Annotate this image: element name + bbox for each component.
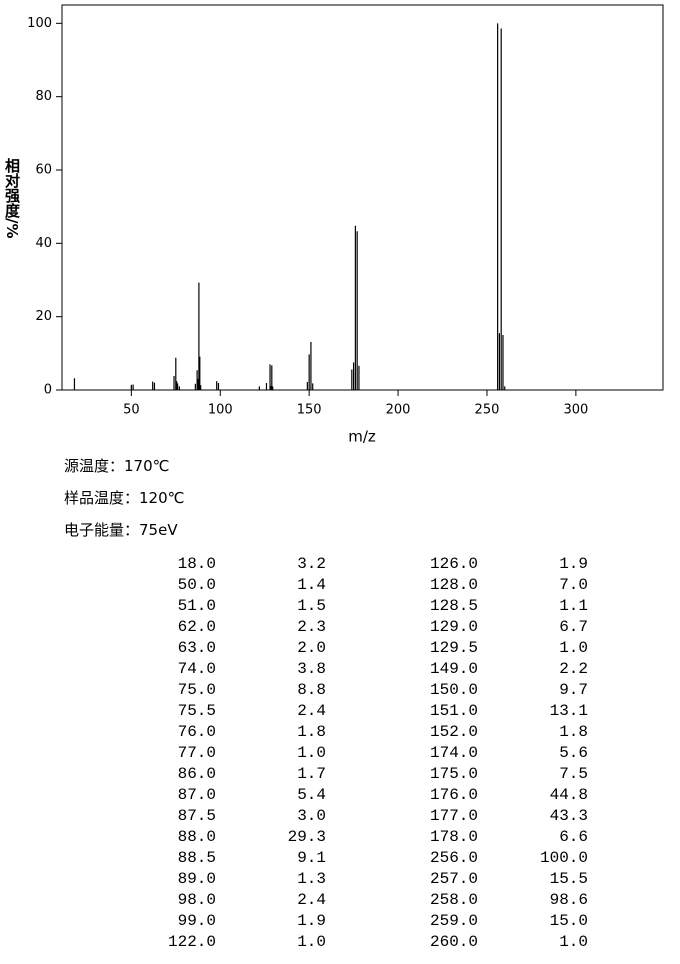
intensity-cell: 3.0: [297, 807, 326, 825]
x-tick-label: 150: [297, 403, 322, 418]
x-tick-label: 200: [386, 403, 411, 418]
mz-cell: 258.0: [429, 891, 478, 909]
mz-cell: 77.0: [177, 744, 216, 762]
intensity-cell: 1.0: [297, 933, 326, 951]
mz-cell: 128.0: [429, 576, 478, 594]
intensity-cell: 2.0: [297, 639, 326, 657]
y-tick-label: 0: [44, 383, 52, 398]
y-tick-label: 100: [27, 16, 52, 31]
mz-cell: 75.5: [177, 702, 216, 720]
mz-cell: 87.5: [177, 807, 216, 825]
y-tick-label: 40: [35, 236, 52, 251]
intensity-cell: 6.7: [559, 618, 588, 636]
intensity-cell: 1.3: [297, 870, 326, 888]
mz-cell: 18.0: [177, 555, 216, 573]
intensity-cell: 2.2: [559, 660, 588, 678]
intensity-cell: 1.9: [559, 555, 588, 573]
intensity-cell: 1.5: [297, 597, 326, 615]
y-tick-label: 20: [35, 309, 52, 324]
intensity-cell: 9.7: [559, 681, 588, 699]
intensity-cell: 3.8: [297, 660, 326, 678]
mz-cell: 128.5: [429, 597, 478, 615]
plot-frame: [61, 4, 664, 391]
intensity-cell: 15.0: [549, 912, 588, 930]
mz-cell: 75.0: [177, 681, 216, 699]
intensity-cell: 7.0: [559, 576, 588, 594]
mz-cell: 152.0: [429, 723, 478, 741]
intensity-cell: 1.0: [559, 933, 588, 951]
mz-cell: 129.0: [429, 618, 478, 636]
intensity-cell: 43.3: [549, 807, 588, 825]
mz-cell: 88.5: [177, 849, 216, 867]
mz-cell: 129.5: [429, 639, 478, 657]
intensity-cell: 5.6: [559, 744, 588, 762]
intensity-cell: 9.1: [297, 849, 326, 867]
x-tick-label: 300: [563, 403, 588, 418]
mz-cell: 149.0: [429, 660, 478, 678]
mz-cell: 126.0: [429, 555, 478, 573]
intensity-cell: 44.8: [549, 786, 588, 804]
mz-cell: 87.0: [177, 786, 216, 804]
intensity-cell: 1.4: [297, 576, 326, 594]
y-tick-label: 60: [35, 163, 52, 178]
intensity-cell: 6.6: [559, 828, 588, 846]
y-tick-label: 80: [35, 89, 52, 104]
mz-cell: 62.0: [177, 618, 216, 636]
intensity-cell: 1.1: [559, 597, 588, 615]
intensity-cell: 98.6: [549, 891, 588, 909]
mz-cell: 256.0: [429, 849, 478, 867]
condition: 源温度：170℃: [64, 457, 170, 475]
mz-cell: 98.0: [177, 891, 216, 909]
mz-cell: 51.0: [177, 597, 216, 615]
condition: 样品温度：120℃: [64, 489, 185, 507]
intensity-cell: 15.5: [549, 870, 588, 888]
intensity-cell: 1.7: [297, 765, 326, 783]
mz-cell: 99.0: [177, 912, 216, 930]
intensity-cell: 1.8: [297, 723, 326, 741]
mz-cell: 150.0: [429, 681, 478, 699]
mz-cell: 88.0: [177, 828, 216, 846]
x-tick-label: 50: [123, 403, 140, 418]
mz-cell: 176.0: [429, 786, 478, 804]
condition: 电子能量：75eV: [64, 521, 178, 539]
y-axis-label: 相对强度/%: [3, 158, 21, 239]
mz-cell: 74.0: [177, 660, 216, 678]
mz-cell: 177.0: [429, 807, 478, 825]
intensity-cell: 100.0: [539, 849, 588, 867]
intensity-cell: 29.3: [287, 828, 326, 846]
intensity-cell: 2.3: [297, 618, 326, 636]
intensity-cell: 5.4: [297, 786, 326, 804]
intensity-cell: 7.5: [559, 765, 588, 783]
intensity-cell: 8.8: [297, 681, 326, 699]
mz-cell: 259.0: [429, 912, 478, 930]
intensity-cell: 3.2: [297, 555, 326, 573]
mz-cell: 76.0: [177, 723, 216, 741]
x-axis-label: m/z: [348, 428, 376, 446]
mz-cell: 178.0: [429, 828, 478, 846]
intensity-cell: 1.0: [297, 744, 326, 762]
mz-cell: 50.0: [177, 576, 216, 594]
mz-cell: 89.0: [177, 870, 216, 888]
intensity-cell: 1.0: [559, 639, 588, 657]
mz-cell: 122.0: [167, 933, 216, 951]
intensity-cell: 1.8: [559, 723, 588, 741]
intensity-cell: 2.4: [297, 702, 326, 720]
mz-cell: 86.0: [177, 765, 216, 783]
intensity-cell: 13.1: [549, 702, 588, 720]
chart: m/z 0 20 40 60 80 100 50 100 150 200 250 300: [27, 4, 664, 446]
mz-cell: 151.0: [429, 702, 478, 720]
mz-cell: 174.0: [429, 744, 478, 762]
mz-cell: 63.0: [177, 639, 216, 657]
intensity-cell: 1.9: [297, 912, 326, 930]
mz-cell: 175.0: [429, 765, 478, 783]
intensity-cell: 2.4: [297, 891, 326, 909]
mz-cell: 257.0: [429, 870, 478, 888]
mz-cell: 260.0: [429, 933, 478, 951]
x-tick-label: 250: [475, 403, 500, 418]
x-tick-label: 100: [208, 403, 233, 418]
